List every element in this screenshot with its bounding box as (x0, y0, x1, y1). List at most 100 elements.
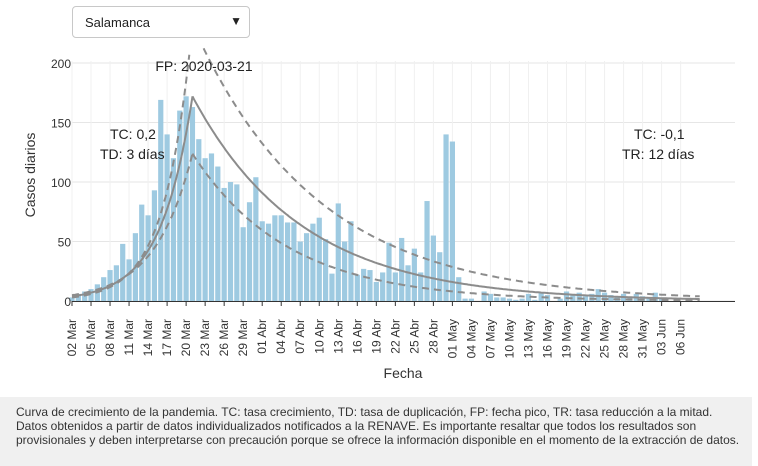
bar (145, 215, 151, 301)
x-tick-label: 07 May (483, 319, 497, 358)
bar (348, 221, 354, 301)
bar (246, 202, 253, 301)
bar (310, 223, 316, 301)
bar (430, 235, 436, 301)
x-axis-title: Fecha (384, 365, 423, 381)
x-tick-label: 01 May (445, 319, 459, 358)
bar (418, 272, 424, 301)
bar (158, 99, 164, 301)
bar (557, 298, 563, 301)
bar (443, 134, 449, 301)
bar (215, 166, 221, 301)
bar (227, 182, 234, 301)
bar (424, 201, 430, 301)
x-tick-label: 22 May (579, 319, 593, 358)
bar (278, 215, 284, 301)
bar (386, 242, 392, 301)
bar (532, 299, 538, 301)
bar (316, 217, 322, 301)
bar (437, 252, 443, 301)
bar (500, 297, 506, 301)
bar (335, 203, 341, 301)
bar (329, 273, 335, 301)
bar (284, 222, 291, 301)
y-tick-label: 100 (51, 176, 71, 190)
x-tick-label: 14 Mar (141, 319, 155, 356)
bar (563, 291, 570, 301)
bar (323, 239, 329, 301)
annotation-doubling-time: TD: 3 días (100, 146, 165, 162)
bar (468, 298, 475, 301)
x-tick-label: 07 Abr (293, 319, 307, 354)
decline-lower-bound (191, 153, 700, 302)
y-axis-title: Casos diarios (22, 133, 38, 218)
x-tick-label: 16 May (541, 319, 555, 358)
bar (196, 139, 202, 301)
bar (608, 295, 614, 301)
bar (506, 298, 513, 301)
x-tick-label: 06 Jun (674, 319, 688, 355)
x-tick-label: 05 Mar (84, 319, 98, 356)
bar (69, 297, 75, 301)
x-tick-label: 23 Mar (198, 319, 212, 356)
x-tick-label: 19 May (560, 319, 574, 358)
annotation-decline-rate: TC: -0,1 (634, 126, 685, 142)
x-tick-label: 17 Mar (160, 319, 174, 356)
bar (392, 272, 398, 301)
bar (151, 190, 158, 301)
bar (513, 299, 519, 301)
x-tick-label: 28 May (617, 319, 631, 358)
bar (170, 158, 177, 301)
bar (538, 292, 544, 301)
bar (177, 110, 183, 301)
bar (494, 297, 500, 301)
caption-text: Curva de crecimiento de la pandemia. TC:… (16, 405, 740, 447)
bar (259, 221, 265, 301)
province-selector[interactable]: Salamanca ▼ (72, 6, 250, 38)
bar (481, 291, 487, 301)
bar (449, 141, 455, 301)
x-tick-label: 08 Mar (103, 319, 117, 356)
bar (570, 295, 576, 301)
bar (354, 274, 360, 301)
bar (456, 277, 462, 301)
bar (487, 293, 494, 301)
bar (202, 158, 208, 301)
x-tick-label: 26 Mar (217, 319, 231, 356)
x-tick-label: 16 Abr (350, 319, 364, 354)
bar (373, 281, 379, 301)
growth-fit-curve (71, 96, 194, 298)
bar (367, 270, 373, 301)
bar (380, 272, 386, 301)
bar (576, 292, 582, 301)
axes: 0 50 100 150 200 02 Mar 05 Mar 08 Mar 11 Mar 14 M… (51, 57, 735, 358)
x-tick-label: 10 Abr (312, 319, 326, 354)
bar (221, 187, 227, 301)
gridlines (71, 61, 735, 302)
x-tick-label: 11 Mar (122, 319, 136, 355)
bar (589, 293, 595, 301)
x-tick-label: 20 Mar (179, 319, 193, 356)
x-tick-label: 19 Abr (369, 319, 383, 354)
x-tick-label: 04 Abr (274, 319, 288, 354)
bar (120, 243, 126, 301)
bar (126, 259, 132, 301)
bar (189, 107, 196, 301)
y-tick-label: 0 (64, 295, 71, 309)
x-tick-label: 04 May (464, 319, 478, 358)
bar (291, 222, 297, 301)
bar (139, 204, 145, 301)
bar (582, 296, 589, 301)
bar (297, 241, 303, 301)
x-tick-label: 01 Abr (255, 319, 269, 354)
x-tick-label: 02 Mar (65, 319, 79, 356)
epidemic-curve-chart: 0 50 100 150 200 02 Mar 05 Mar 08 Mar 11 Mar 14 M… (22, 47, 735, 381)
bar (361, 268, 367, 301)
x-tick-label: 28 Abr (426, 319, 440, 354)
annotation-peak-date: FP: 2020-03-21 (155, 58, 252, 74)
bar (405, 265, 411, 301)
bar (183, 96, 189, 301)
y-tick-label: 50 (58, 236, 72, 250)
bar (253, 177, 259, 301)
bar (164, 134, 170, 301)
